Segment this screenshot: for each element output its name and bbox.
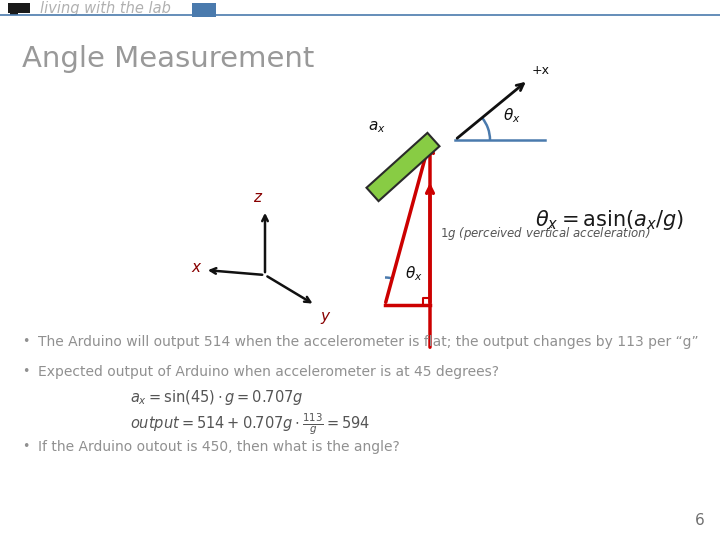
Text: Expected output of Arduino when accelerometer is at 45 degrees?: Expected output of Arduino when accelero… xyxy=(38,365,499,379)
FancyBboxPatch shape xyxy=(10,9,18,15)
FancyBboxPatch shape xyxy=(192,3,216,17)
Text: $\boldsymbol{a_x}$: $\boldsymbol{a_x}$ xyxy=(368,119,386,135)
Text: $\theta_x$: $\theta_x$ xyxy=(405,264,423,283)
FancyBboxPatch shape xyxy=(8,3,30,13)
Text: x: x xyxy=(191,260,200,274)
Text: $output = 514 + 0.707g \cdot \frac{113}{g} = 594$: $output = 514 + 0.707g \cdot \frac{113}{… xyxy=(130,412,370,437)
Text: •: • xyxy=(22,440,30,453)
Text: +x: +x xyxy=(532,64,550,77)
Text: z: z xyxy=(253,190,261,205)
Text: $\theta_x$: $\theta_x$ xyxy=(503,106,521,125)
Text: 6: 6 xyxy=(695,513,705,528)
Text: Angle Measurement: Angle Measurement xyxy=(22,45,315,73)
Text: •: • xyxy=(22,365,30,378)
Polygon shape xyxy=(366,133,439,201)
Text: If the Arduino outout is 450, then what is the angle?: If the Arduino outout is 450, then what … xyxy=(38,440,400,454)
Text: $1g$ (perceived vertical acceleration): $1g$ (perceived vertical acceleration) xyxy=(440,225,650,241)
Text: The Arduino will output 514 when the accelerometer is flat; the output changes b: The Arduino will output 514 when the acc… xyxy=(38,335,698,349)
Text: $\theta_x = \mathrm{asin}(a_x/g)$: $\theta_x = \mathrm{asin}(a_x/g)$ xyxy=(536,208,685,232)
Text: •: • xyxy=(22,335,30,348)
Text: $a_x = \sin(45) \cdot g = 0.707g$: $a_x = \sin(45) \cdot g = 0.707g$ xyxy=(130,388,303,407)
Text: living with the lab: living with the lab xyxy=(40,2,171,17)
Text: y: y xyxy=(320,309,329,324)
